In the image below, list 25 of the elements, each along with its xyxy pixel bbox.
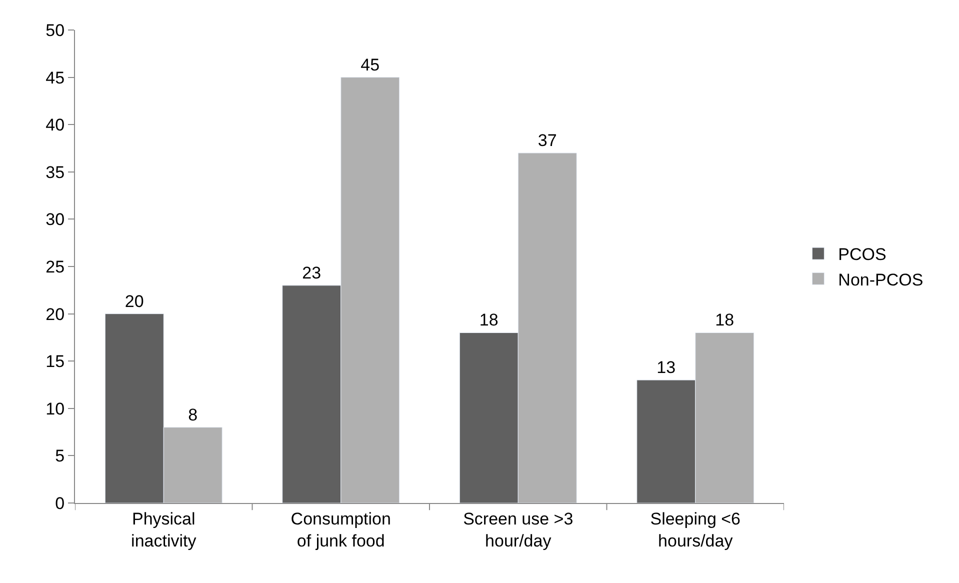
data-label: 18 xyxy=(715,310,734,330)
legend-label: Non-PCOS xyxy=(838,270,924,290)
y-tick-label: 50 xyxy=(46,20,65,40)
x-tick-label: Physical inactivity xyxy=(131,509,197,550)
y-tick-label: 35 xyxy=(46,162,65,182)
y-tick-label: 25 xyxy=(46,257,65,276)
y-tick-label: 30 xyxy=(46,210,65,230)
y-tick-label: 0 xyxy=(55,494,65,513)
x-tick-label: Sleeping <6 hours/day xyxy=(650,509,741,550)
data-label: 23 xyxy=(302,263,322,282)
x-tick-label: Screen use >3 hour/day xyxy=(463,509,574,550)
x-tick-label: Consumption of junk food xyxy=(290,509,391,550)
y-tick-label: 10 xyxy=(46,399,65,418)
y-tick-label: 20 xyxy=(46,304,65,324)
y-tick-label: 40 xyxy=(46,116,65,135)
data-label: 8 xyxy=(188,405,198,424)
y-tick-label: 15 xyxy=(46,352,65,372)
y-tick-label: 5 xyxy=(55,446,65,466)
data-label: 20 xyxy=(124,292,144,311)
y-tick-label: 45 xyxy=(46,68,65,88)
data-label: 45 xyxy=(360,55,380,74)
data-label: 37 xyxy=(538,130,557,150)
data-label: 18 xyxy=(479,310,498,330)
data-label: 13 xyxy=(656,358,676,378)
legend-label: PCOS xyxy=(838,245,886,264)
